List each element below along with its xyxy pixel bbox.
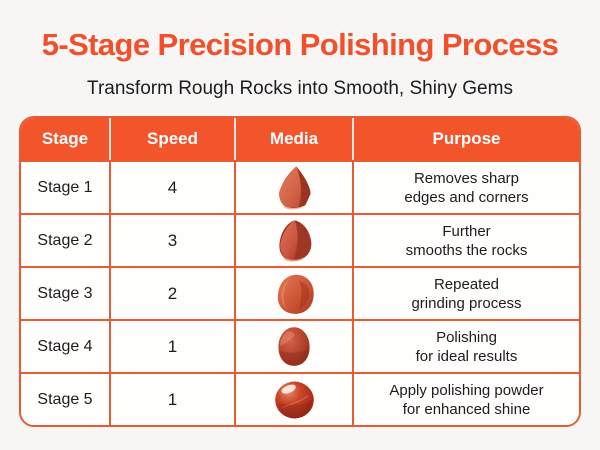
column-header-purpose: Purpose — [352, 118, 579, 160]
media-cell — [234, 268, 352, 319]
purpose-line: for enhanced shine — [402, 400, 531, 418]
semi-rounded-rock-icon — [278, 220, 311, 262]
media-cell — [234, 321, 352, 372]
stage-cell: Stage 5 — [37, 390, 93, 408]
purpose-line: for ideal results — [415, 347, 518, 365]
purpose-line: Apply polishing powder — [389, 381, 544, 399]
rounded-rock-icon — [277, 274, 314, 314]
table-row: Stage 3 2 Repeated grinding process — [21, 266, 579, 319]
table-row: Stage 1 4 Removes sharp edges and corner… — [21, 160, 579, 213]
smooth-pebble-icon — [278, 326, 310, 366]
purpose-line: edges and corners — [404, 188, 529, 206]
speed-cell: 4 — [109, 162, 234, 213]
stage-cell: Stage 2 — [37, 231, 93, 249]
stage-cell: Stage 1 — [37, 178, 93, 196]
purpose-cell: Removes sharp edges and corners — [352, 162, 579, 213]
speed-cell: 1 — [109, 321, 234, 372]
purpose-cell: Repeated grinding process — [352, 268, 579, 319]
media-cell — [234, 162, 352, 213]
page-title: 5-Stage Precision Polishing Process — [41, 27, 559, 62]
purpose-line: Polishing — [436, 328, 497, 346]
polished-shiny-stone-icon — [274, 381, 314, 418]
polishing-process-table: Stage Speed Media Purpose Stage 1 4 — [19, 116, 581, 427]
purpose-cell: Apply polishing powder for enhanced shin… — [352, 374, 579, 425]
table-row: Stage 2 3 Further smooths the rocks — [21, 213, 579, 266]
purpose-line: Repeated — [433, 275, 500, 293]
table-row: Stage 5 1 Apply polishing powder — [21, 372, 579, 425]
table-row: Stage 4 1 Polishing for ideal results — [21, 319, 579, 372]
media-cell — [234, 374, 352, 425]
column-header-media: Media — [234, 118, 352, 160]
purpose-line: Further — [442, 222, 491, 240]
purpose-cell: Further smooths the rocks — [352, 215, 579, 266]
column-header-speed: Speed — [109, 118, 234, 160]
purpose-line: smooths the rocks — [405, 241, 528, 259]
table-header-row: Stage Speed Media Purpose — [21, 118, 579, 160]
column-header-stage: Stage — [41, 129, 89, 148]
speed-cell: 1 — [109, 374, 234, 425]
stage-cell: Stage 3 — [37, 284, 93, 302]
purpose-cell: Polishing for ideal results — [352, 321, 579, 372]
media-cell — [234, 215, 352, 266]
rough-angular-rock-icon — [278, 166, 310, 210]
purpose-line: grinding process — [411, 294, 522, 312]
speed-cell: 3 — [109, 215, 234, 266]
speed-cell: 2 — [109, 268, 234, 319]
page-subtitle: Transform Rough Rocks into Smooth, Shiny… — [87, 78, 513, 99]
purpose-line: Removes sharp — [413, 169, 520, 187]
stage-cell: Stage 4 — [37, 337, 93, 355]
